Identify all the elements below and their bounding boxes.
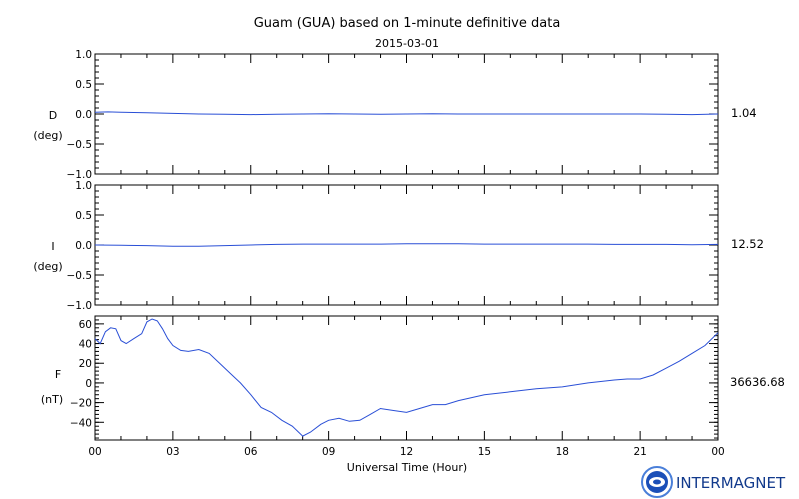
y-tick-label: 0.5 [75,210,92,222]
y-tick-label: −1.0 [67,169,93,181]
chart-subtitle: 2015-03-01 [375,37,439,50]
y-tick-label: 60 [79,319,92,331]
x-tick-label: 00 [88,446,101,458]
x-tick-label: 03 [166,446,179,458]
y-tick-label: 0.0 [75,240,92,252]
y-tick-label: 1.0 [75,49,92,61]
y-tick-label: −0.5 [67,139,93,151]
logo-text: INTERMAGNET [676,474,786,492]
panel-d-label: D [49,109,57,122]
x-tick-label: 12 [400,446,413,458]
x-tick-label: 15 [478,446,491,458]
y-tick-label: 0.5 [75,79,92,91]
chart-title: Guam (GUA) based on 1-minute definitive … [254,16,561,31]
x-tick-label: 06 [244,446,258,458]
y-tick-label: −20 [70,398,92,410]
panel-f-label: F [55,368,61,381]
panel-i-baseline: 12.52 [731,237,764,251]
panel-f-unit: (nT) [41,393,63,406]
y-tick-label: 1.0 [75,180,92,192]
x-tick-label: 09 [322,446,335,458]
series-line-d [94,111,719,116]
chart-marks: 1.00.50.0−0.5−1.01.00.50.0−0.5−1.0604020… [67,49,725,458]
y-tick-label: −0.5 [67,270,93,282]
x-tick-label: 21 [633,446,646,458]
panel-i-label: I [51,240,54,253]
y-tick-label: 0.0 [75,109,92,121]
x-tick-label: 00 [711,446,724,458]
y-tick-label: 0 [85,378,92,390]
series-line-f [94,318,719,437]
x-axis-label: Universal Time (Hour) [347,461,467,474]
logo-core [653,479,661,485]
panel-i-frame [94,184,719,306]
x-tick-label: 18 [556,446,569,458]
intermagnet-logo: INTERMAGNET [641,466,786,498]
logo-ring-outer [641,466,673,498]
y-tick-label: −1.0 [67,300,93,312]
panel-f-frame [94,315,719,441]
panel-d-baseline: 1.04 [731,106,757,120]
series-line-i [94,243,719,247]
panel-i-unit: (deg) [33,260,62,273]
panel-d-unit: (deg) [33,129,62,142]
y-tick-label: 20 [79,358,92,370]
panel-f-baseline: 36636.68 [730,375,785,389]
y-tick-label: 40 [79,339,92,351]
y-tick-label: −40 [70,417,92,429]
